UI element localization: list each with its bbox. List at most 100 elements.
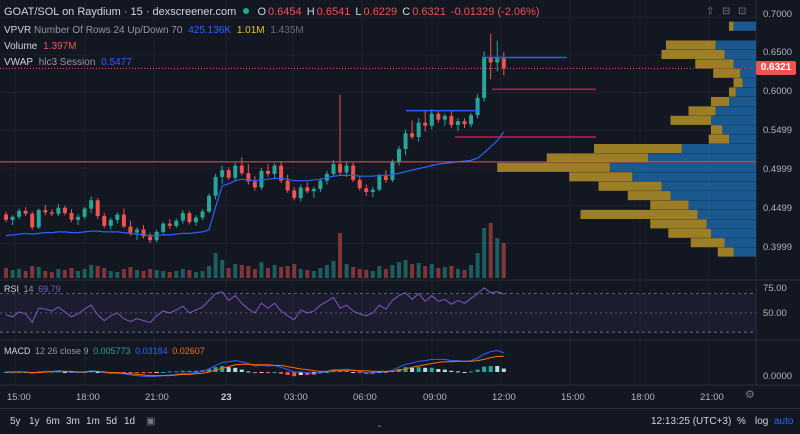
- volume-bar: [344, 264, 349, 278]
- macd-histogram-bar: [410, 367, 415, 372]
- log-toggle[interactable]: log: [755, 416, 769, 427]
- volume-bar: [154, 270, 159, 278]
- timeframe-5d[interactable]: 5d: [106, 416, 118, 427]
- vpvr-down-bar: [598, 181, 662, 191]
- timeframe-6m[interactable]: 6m: [46, 416, 60, 427]
- candle-body: [23, 210, 28, 214]
- volume-legend[interactable]: Volume 1.397M: [4, 41, 77, 52]
- time-tick: 21:00: [700, 392, 724, 403]
- candle-body: [390, 161, 395, 180]
- volume-bar: [62, 270, 67, 278]
- vpvr-legend[interactable]: VPVR Number Of Rows 24 Up/Down 70 425.13…: [4, 25, 304, 36]
- candle-body: [351, 165, 356, 180]
- vpvr-up-bar: [715, 40, 756, 50]
- macd-legend[interactable]: MACD 12 26 close 9 0.005773 0.03184 0.02…: [4, 346, 205, 356]
- vpvr-up-bar: [729, 96, 756, 107]
- volume-bar: [108, 271, 113, 278]
- vpvr-up-bar: [742, 78, 756, 88]
- macd-histogram-bar: [338, 370, 343, 372]
- macd-histogram-bar: [128, 372, 133, 374]
- vpvr-down-bar: [497, 162, 610, 172]
- macd-histogram-bar: [272, 372, 277, 373]
- candle-body: [82, 208, 87, 217]
- macd-histogram-bar: [213, 367, 218, 372]
- volume-bar: [135, 270, 139, 278]
- vpvr-down-bar: [729, 87, 736, 97]
- candle-body: [4, 214, 8, 220]
- price-chart-canvas[interactable]: [0, 0, 800, 408]
- macd-histogram-bar: [436, 369, 441, 372]
- arrow-up-icon[interactable]: ⇧: [706, 6, 715, 17]
- timeframe-1y[interactable]: 1y: [29, 416, 40, 427]
- rsi-tick: 75.00: [763, 283, 787, 294]
- volume-bar: [482, 228, 487, 278]
- rsi-line: [5, 287, 504, 324]
- vpvr-up-bar: [661, 181, 756, 191]
- vpvr-up-bar: [724, 49, 756, 60]
- volume-bar: [397, 262, 401, 278]
- candle-body: [429, 113, 434, 126]
- timeframe-1d[interactable]: 1d: [124, 416, 136, 427]
- vpvr-up-bar: [706, 219, 756, 229]
- volume-bar: [193, 272, 198, 278]
- macd-histogram-bar: [488, 366, 493, 372]
- vpvr-down-bar: [650, 200, 689, 210]
- time-tick: 21:00: [145, 392, 169, 403]
- market-status-icon: [243, 8, 250, 14]
- collapse-chevron-icon[interactable]: ⌃: [376, 424, 383, 433]
- timeframe-3m[interactable]: 3m: [66, 416, 80, 427]
- volume-bar: [95, 266, 100, 278]
- macd-histogram-bar: [279, 372, 284, 374]
- clock-display[interactable]: 12:13:25 (UTC+3): [651, 416, 732, 427]
- volume-bar: [318, 268, 323, 278]
- maximize-icon[interactable]: ⊡: [738, 6, 747, 17]
- macd-histogram-bar: [220, 366, 225, 372]
- vpvr-down-bar: [713, 68, 741, 78]
- volume-bar: [377, 266, 382, 278]
- volume-bar: [338, 233, 343, 278]
- volume-bar: [351, 267, 356, 278]
- macd-histogram-bar: [285, 372, 290, 375]
- vpvr-up-bar: [733, 59, 756, 69]
- volume-bar: [4, 268, 8, 278]
- macd-histogram-bar: [495, 366, 500, 372]
- symbol-title[interactable]: GOAT/SOL on Raydium · 15 · dexscreener.c…: [4, 6, 237, 18]
- candle-body: [410, 133, 415, 138]
- percent-toggle[interactable]: %: [737, 416, 746, 427]
- settings-gear-icon[interactable]: ⚙: [745, 389, 755, 401]
- macd-histogram-bar: [266, 372, 270, 374]
- volume-bar: [10, 270, 15, 278]
- candle-body: [187, 213, 192, 223]
- vwap-legend[interactable]: VWAP hlc3 Session 0.5477: [4, 57, 132, 68]
- timeframe-1m[interactable]: 1m: [86, 416, 100, 427]
- current-price-tag: 0.6321: [756, 61, 796, 75]
- vpvr-down-bar: [668, 228, 711, 238]
- minimize-icon[interactable]: ⊟: [722, 6, 731, 17]
- candle-body: [30, 213, 35, 228]
- macd-histogram-bar: [501, 368, 506, 372]
- price-tick: 0.5499: [763, 125, 793, 136]
- rsi-legend[interactable]: RSI 14 69.79: [4, 284, 61, 294]
- vpvr-down-bar: [708, 134, 729, 144]
- timeframe-5y[interactable]: 5y: [10, 416, 21, 427]
- macd-histogram-bar: [148, 372, 153, 374]
- volume-bar: [449, 266, 454, 278]
- volume-bar: [357, 269, 362, 278]
- volume-bar: [285, 266, 290, 278]
- vpvr-down-bar: [711, 96, 729, 107]
- vpvr-down-bar: [717, 247, 734, 257]
- date-range-icon[interactable]: ▣: [146, 416, 156, 427]
- auto-scale-toggle[interactable]: auto: [774, 416, 794, 427]
- volume-bar: [311, 271, 316, 278]
- candle-body: [279, 165, 284, 181]
- vpvr-up-bar: [711, 228, 756, 238]
- rsi-band: [0, 293, 756, 333]
- volume-bar: [475, 253, 480, 278]
- candle-body: [213, 176, 218, 196]
- vpvr-up-bar: [697, 209, 756, 220]
- candle-body: [141, 229, 146, 237]
- vpvr-down-bar: [580, 209, 698, 220]
- candle-body: [102, 216, 107, 226]
- candle-body: [318, 180, 323, 189]
- volume-bar: [436, 268, 441, 278]
